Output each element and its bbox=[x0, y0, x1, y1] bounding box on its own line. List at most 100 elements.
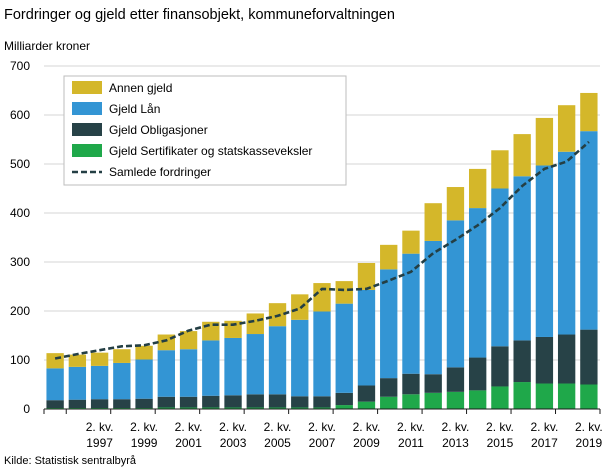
bar-segment bbox=[513, 176, 531, 341]
bar-segment bbox=[335, 392, 353, 406]
legend-swatch bbox=[72, 81, 102, 94]
bar-segment bbox=[202, 340, 220, 396]
bar-segment bbox=[157, 396, 175, 408]
y-tick-label: 100 bbox=[10, 353, 30, 367]
legend-swatch bbox=[72, 102, 102, 115]
legend-label: Gjeld Lån bbox=[109, 102, 160, 116]
bar-segment bbox=[357, 262, 376, 290]
bar-segment bbox=[535, 383, 554, 409]
total-line-path bbox=[54, 140, 590, 360]
legend-label: Gjeld Sertifikater og statskasseveksler bbox=[109, 144, 312, 158]
bar-segment bbox=[135, 359, 153, 399]
bar-segment bbox=[46, 400, 64, 409]
x-tick-label-quarter: 2. kv. bbox=[219, 420, 247, 434]
bar-segment bbox=[313, 311, 331, 397]
bar-segment bbox=[46, 353, 64, 369]
bar-segment bbox=[46, 368, 64, 401]
x-tick-label-quarter: 2. kv. bbox=[442, 420, 470, 434]
bar-segment bbox=[68, 366, 87, 400]
bar-segment bbox=[157, 350, 175, 397]
bar-segment bbox=[513, 382, 531, 409]
bar-segment bbox=[246, 313, 264, 335]
x-tick-label-quarter: 2. kv. bbox=[86, 420, 114, 434]
bar-segment bbox=[224, 320, 242, 338]
x-tick-label-quarter: 2. kv. bbox=[575, 420, 603, 434]
x-tick-label-year: 2005 bbox=[264, 436, 291, 450]
x-tick-label-year: 2013 bbox=[442, 436, 469, 450]
legend-label: Samlede fordringer bbox=[109, 165, 211, 179]
y-axis-label: Milliarder kroner bbox=[4, 39, 90, 53]
bar-segment bbox=[491, 188, 509, 347]
bar-segment bbox=[557, 105, 576, 152]
bar-segment bbox=[380, 378, 398, 397]
bar-segment bbox=[424, 240, 442, 375]
bar-segment bbox=[535, 117, 554, 166]
bar-segment bbox=[469, 357, 487, 391]
x-tick-label-quarter: 2. kv. bbox=[531, 420, 559, 434]
bar-segment bbox=[402, 230, 420, 254]
bar-segment bbox=[179, 407, 198, 409]
bar-segment bbox=[535, 336, 554, 384]
x-tick-label-quarter: 2. kv. bbox=[308, 420, 336, 434]
bar-segment bbox=[335, 303, 353, 393]
bar-segment bbox=[90, 365, 109, 400]
bar-segment bbox=[246, 394, 264, 408]
y-tick-label: 600 bbox=[10, 108, 30, 122]
bar-segment bbox=[224, 337, 242, 396]
legend: Annen gjeld Gjeld Lån Gjeld Obligasjoner Gj… bbox=[63, 75, 347, 186]
bar-segment bbox=[424, 203, 442, 241]
x-tick-label-quarter: 2. kv. bbox=[353, 420, 381, 434]
legend-label: Gjeld Obligasjoner bbox=[109, 123, 208, 137]
y-tick-label: 0 bbox=[23, 402, 30, 416]
bar-segment bbox=[335, 405, 353, 409]
bar-segment bbox=[446, 367, 465, 392]
bar-segment bbox=[68, 399, 87, 409]
y-tick-label: 500 bbox=[10, 157, 30, 171]
bar-segment bbox=[491, 150, 509, 189]
bar-segment bbox=[68, 354, 87, 367]
bar-segment bbox=[469, 208, 487, 358]
bar-segment bbox=[580, 92, 598, 132]
bar-segment bbox=[402, 373, 420, 395]
bar-segment bbox=[513, 340, 531, 383]
x-tick-label-quarter: 2. kv. bbox=[397, 420, 425, 434]
bar-segment bbox=[179, 349, 198, 397]
bar-segment bbox=[90, 352, 109, 366]
x-tick-label-year: 1997 bbox=[86, 436, 113, 450]
bar-segment bbox=[268, 326, 287, 395]
bar-segment bbox=[446, 187, 465, 221]
bar-segment bbox=[580, 131, 598, 330]
bar-segment bbox=[268, 407, 287, 409]
bar-segment bbox=[246, 407, 264, 409]
bar-segment bbox=[291, 407, 309, 409]
bar-segment bbox=[535, 165, 554, 337]
x-tick-label-year: 1999 bbox=[131, 436, 158, 450]
bar-segment bbox=[313, 396, 331, 408]
bars bbox=[46, 92, 598, 409]
bar-segment bbox=[113, 399, 131, 409]
bar-segment bbox=[557, 383, 576, 409]
x-tick-label-year: 2015 bbox=[487, 436, 514, 450]
x-tick-label-year: 2007 bbox=[309, 436, 336, 450]
bar-segment bbox=[157, 407, 175, 409]
legend-swatch bbox=[72, 123, 102, 136]
bar-segment bbox=[446, 391, 465, 409]
bar-segment bbox=[557, 334, 576, 384]
x-tick-label-year: 2001 bbox=[175, 436, 202, 450]
total-line bbox=[54, 140, 590, 360]
x-tick-label-quarter: 2. kv. bbox=[175, 420, 203, 434]
bar-segment bbox=[380, 269, 398, 379]
bar-segment bbox=[313, 283, 331, 312]
bar-segment bbox=[424, 392, 442, 409]
y-tick-label: 700 bbox=[10, 59, 30, 73]
axes: 0 100 200 300 400 500 600 700 2. kv. 1997 2. kv. 19… bbox=[10, 59, 603, 450]
bar-segment bbox=[402, 394, 420, 409]
bar-segment bbox=[357, 385, 376, 402]
bar-segment bbox=[135, 398, 153, 409]
bar-segment bbox=[491, 346, 509, 387]
x-tick-label-year: 2017 bbox=[531, 436, 558, 450]
bar-segment bbox=[113, 349, 131, 363]
bar-segment bbox=[179, 331, 198, 350]
bar-segment bbox=[291, 319, 309, 397]
